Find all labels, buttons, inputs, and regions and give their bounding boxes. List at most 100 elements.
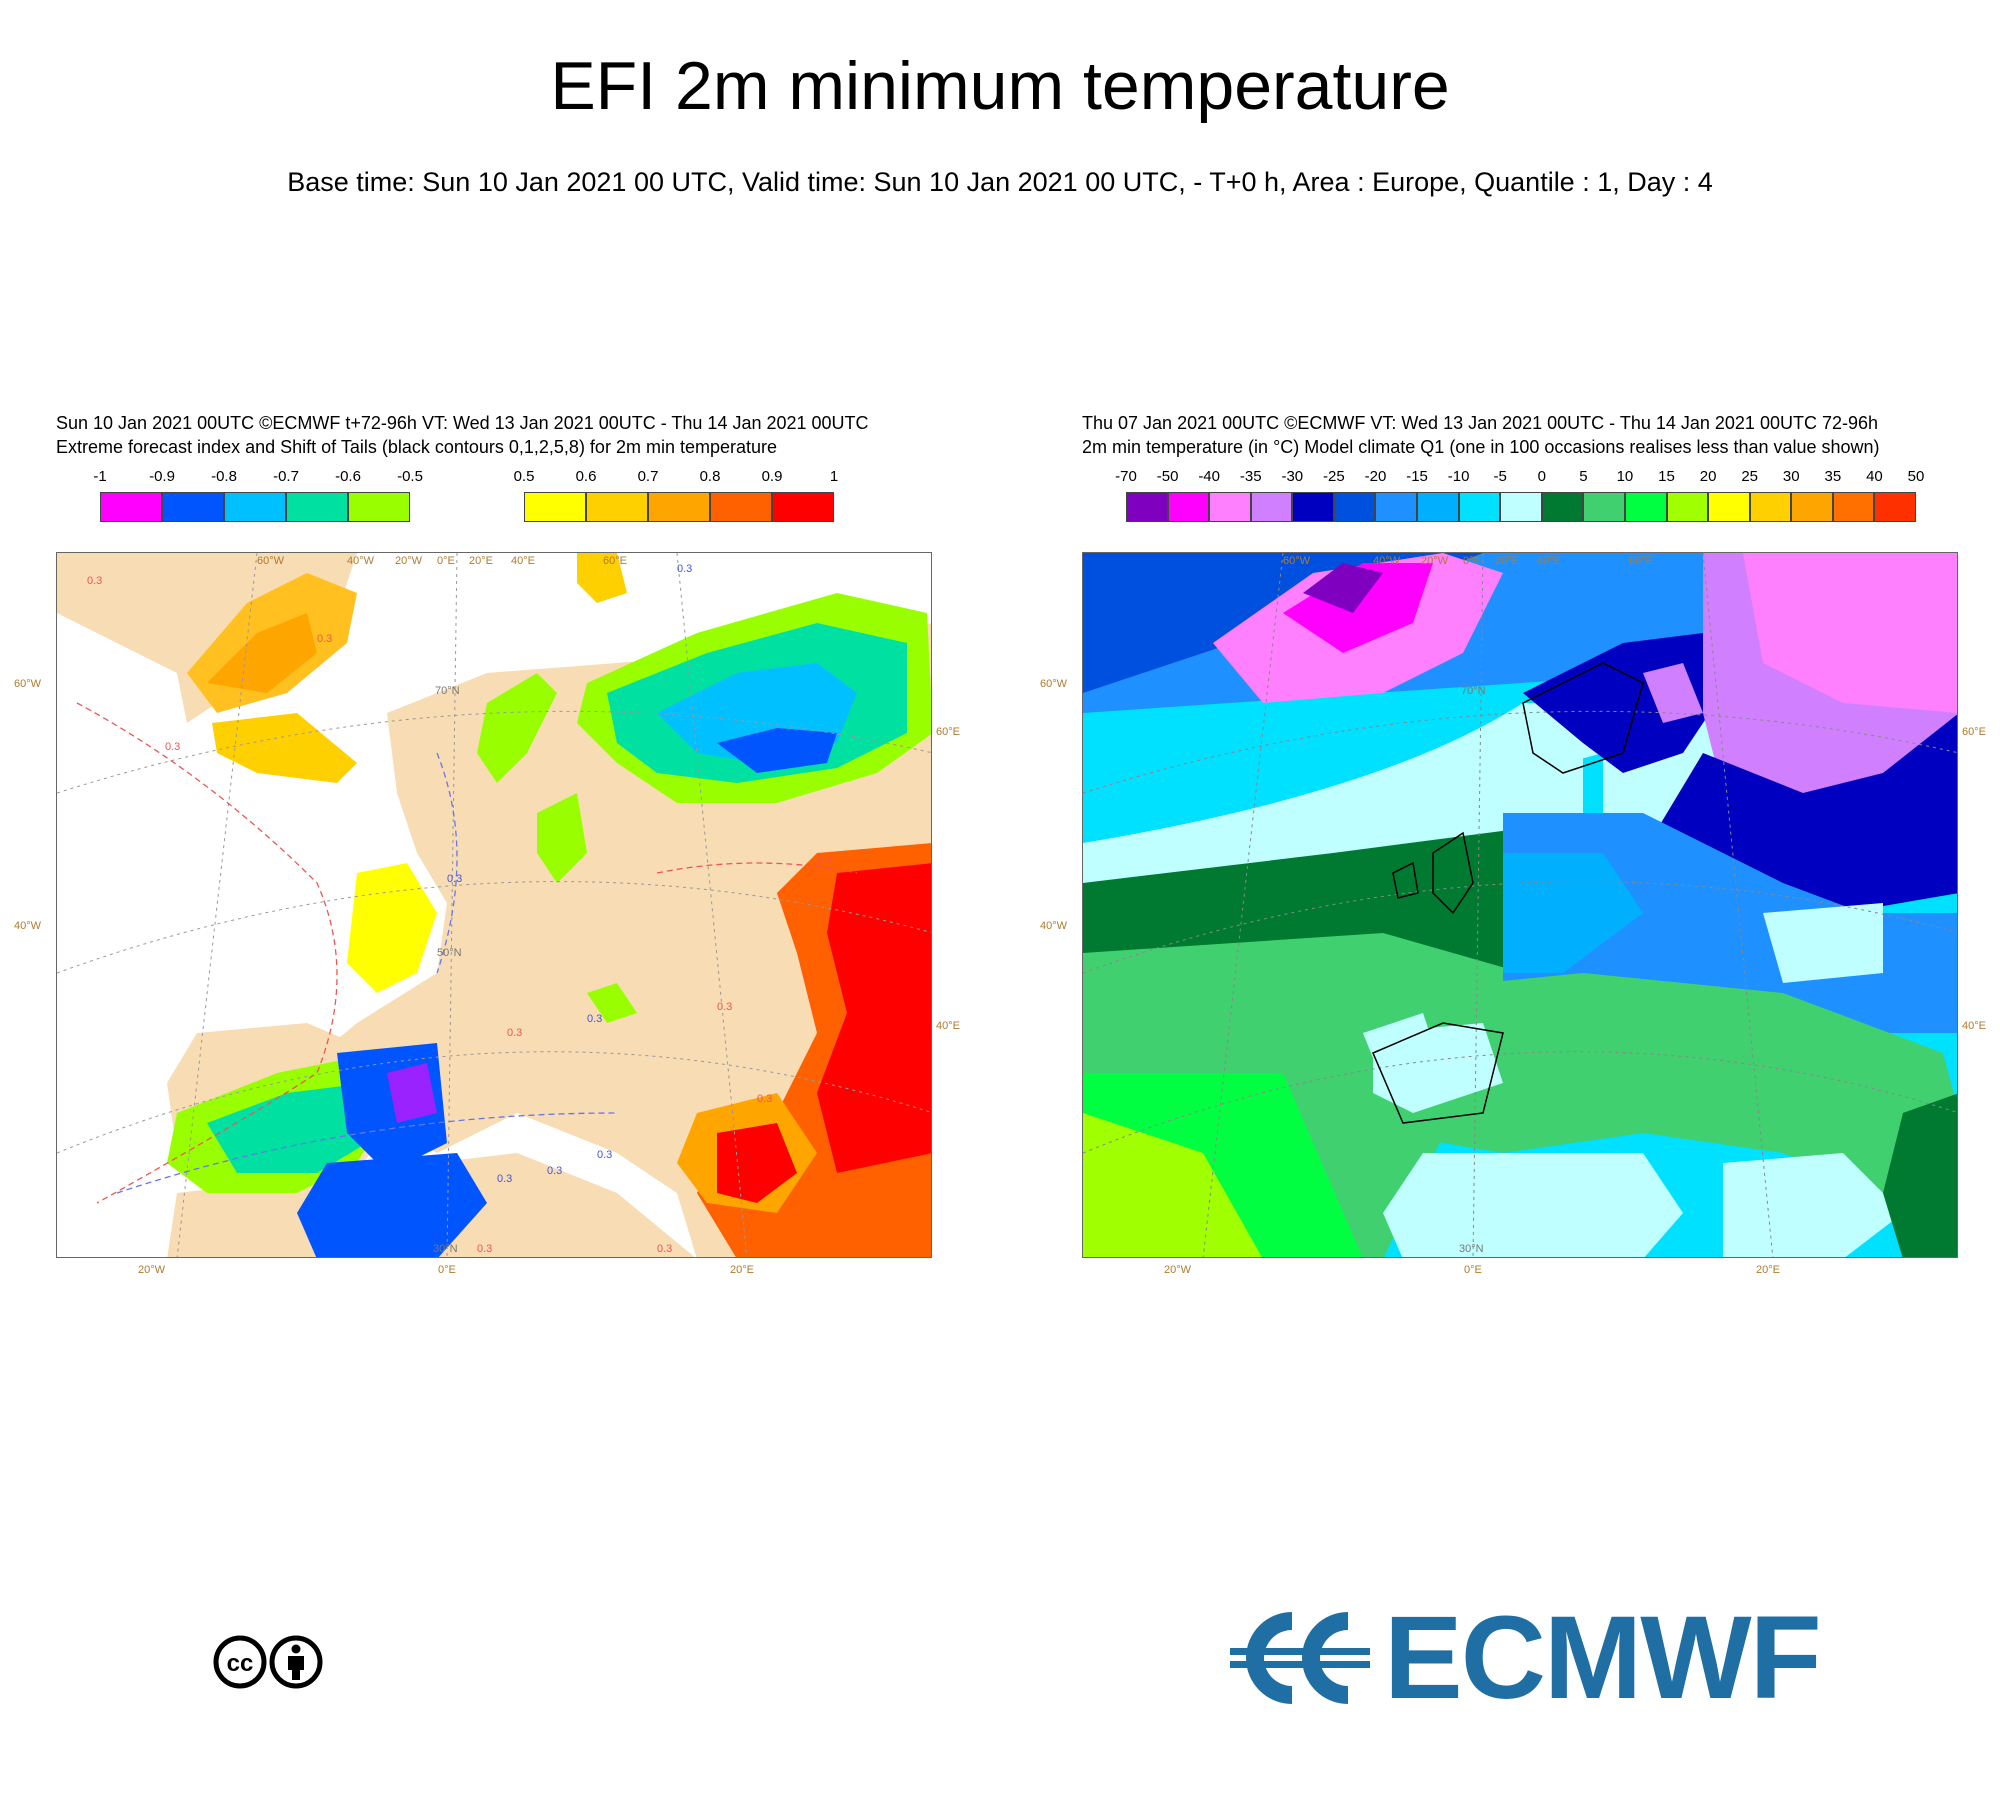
contour-label: 0.3 — [657, 1243, 673, 1255]
lon-label-bottom: 20°E — [1756, 1264, 1780, 1276]
lon-label: 40°W — [1373, 555, 1401, 567]
temp-swatch — [1292, 492, 1334, 522]
temp-tick-label: 5 — [1579, 468, 1588, 485]
ecmwf-wordmark: ECMWF — [1384, 1592, 1822, 1724]
contour-label: 0.3 — [477, 1243, 493, 1255]
climate-map: 60°W 40°W 20°W 0°E 20°E 40°E 60°E 70°N 3… — [1082, 552, 1958, 1258]
temp-tick-label: 10 — [1616, 468, 1634, 485]
temp-tick-label: 20 — [1699, 468, 1717, 485]
temp-tick-label: -40 — [1198, 468, 1220, 485]
lat-label: 70°N — [435, 685, 460, 697]
temp-tick-label: -35 — [1239, 468, 1262, 485]
page-title: EFI 2m minimum temperature — [550, 48, 1450, 124]
lon-label: 60°E — [603, 555, 627, 567]
temp-tick-label: -20 — [1364, 468, 1387, 485]
temp-swatch — [1333, 492, 1376, 522]
temp-tick-label: 35 — [1824, 468, 1842, 485]
climate-colorbar: -70 -50 -40 -35 -30 -25 -20 -15 -10 -5 0 5 10 15 20 25 3… — [1115, 468, 1924, 530]
temp-swatch — [1209, 492, 1251, 522]
lon-label-bottom: 0°E — [1464, 1264, 1482, 1276]
temp-tick-label: 25 — [1741, 468, 1759, 485]
efi-cold-swatch — [224, 492, 286, 522]
efi-header-line2: Extreme forecast index and Shift of Tail… — [56, 437, 778, 457]
temp-tick-label: 50 — [1907, 468, 1925, 485]
contour-label: 0.3 — [757, 1093, 773, 1105]
contour-label: 0.3 — [547, 1165, 563, 1177]
temp-tick-label: -30 — [1281, 468, 1304, 485]
temp-swatch — [1250, 492, 1293, 522]
efi-cold-tick-label: -0.7 — [273, 468, 299, 485]
lon-label: 60°W — [1283, 555, 1311, 567]
temp-tick-label: -70 — [1115, 468, 1137, 485]
efi-cold-swatch — [286, 492, 348, 522]
efi-warm-tick-label: 0.5 — [513, 468, 535, 485]
lat-label-left: 40°W — [14, 920, 42, 932]
lat-label-right: 40°E — [1962, 1020, 1986, 1032]
temp-swatch — [1749, 492, 1792, 522]
efi-warm-tick-label: 0.9 — [761, 468, 783, 485]
efi-cold-swatch — [348, 492, 410, 522]
temp-tick-label: -10 — [1447, 468, 1470, 485]
temp-swatch — [1583, 492, 1625, 522]
temp-tick-label: 15 — [1658, 468, 1675, 485]
lon-label: 20°W — [395, 555, 423, 567]
efi-cold-swatch — [100, 492, 162, 522]
climate-header-line1: Thu 07 Jan 2021 00UTC ©ECMWF VT: Wed 13 … — [1082, 413, 1879, 433]
temp-swatch — [1874, 492, 1916, 522]
contour-label: 0.3 — [587, 1013, 603, 1025]
lon-label-bottom: 20°E — [730, 1264, 754, 1276]
contour-label: 0.3 — [677, 563, 693, 575]
efi-cold-tick-label: -0.5 — [397, 468, 423, 485]
efi-cold-tick-label: -0.8 — [211, 468, 237, 485]
temp-tick-label: -50 — [1156, 468, 1179, 485]
efi-cold-tick-label: -0.9 — [149, 468, 175, 485]
temp-tick-label: -15 — [1406, 468, 1428, 485]
efi-map: 60°W 40°W 20°W 0°E 20°E 40°E 60°E 70°N 5… — [56, 552, 932, 1258]
contour-label: 0.3 — [507, 1027, 523, 1039]
temp-tick-label: 30 — [1782, 468, 1800, 485]
efi-warm-swatch — [524, 492, 586, 522]
climate-panel: Thu 07 Jan 2021 00UTC ©ECMWF VT: Wed 13 … — [1040, 406, 1986, 1286]
contour-label: 0.3 — [497, 1173, 513, 1185]
contour-label: 0.3 — [317, 633, 333, 645]
temp-tick-label: 40 — [1866, 468, 1883, 485]
lon-label: 60°E — [1629, 555, 1653, 567]
lat-label-right: 60°E — [936, 726, 960, 738]
lat-label: 30°N — [433, 1243, 458, 1255]
lon-label: 20°W — [1421, 555, 1449, 567]
efi-warm-tick-label: 0.8 — [699, 468, 721, 485]
temp-swatch — [1167, 492, 1210, 522]
temp-tick-label: -25 — [1323, 468, 1345, 485]
efi-colorbar-cold: -1 -0.9 -0.8 -0.7 -0.6 -0.5 — [93, 468, 423, 530]
lon-label: 20°E — [469, 555, 493, 567]
temp-swatch — [1417, 492, 1459, 522]
efi-warm-swatch — [710, 492, 772, 522]
lat-label-left: 60°W — [1040, 678, 1068, 690]
climate-map-graphic — [1083, 553, 1957, 1257]
lat-label-right: 40°E — [936, 1020, 960, 1032]
temp-swatch — [1126, 492, 1168, 522]
lat-label-left: 40°W — [1040, 920, 1068, 932]
lon-label: 20°E — [1495, 555, 1519, 567]
efi-warm-tick-label: 1 — [829, 468, 839, 485]
contour-label: 0.3 — [87, 575, 103, 587]
lon-label: 0°E — [1463, 555, 1481, 567]
lat-label-right: 60°E — [1962, 726, 1986, 738]
page-subtitle: Base time: Sun 10 Jan 2021 00 UTC, Valid… — [287, 167, 1713, 197]
contour-label: 0.3 — [817, 855, 833, 867]
ecmwf-logo-mark — [1230, 1612, 1370, 1704]
lat-label-left: 60°W — [14, 678, 42, 690]
lat-label: 70°N — [1461, 685, 1486, 697]
temp-swatch — [1666, 492, 1709, 522]
lat-label: 30°N — [1459, 1243, 1484, 1255]
temp-swatch — [1375, 492, 1418, 522]
temp-swatch — [1541, 492, 1584, 522]
lon-label: 40°E — [511, 555, 535, 567]
temp-tick-label: 0 — [1537, 468, 1546, 485]
lon-label-bottom: 20°W — [1164, 1264, 1192, 1276]
contour-label: 0.3 — [597, 1149, 613, 1161]
efi-cold-tick-label: -1 — [93, 468, 107, 485]
efi-warm-tick-label: 0.7 — [637, 468, 659, 485]
contour-label: 0.3 — [165, 741, 181, 753]
lon-label: 40°W — [347, 555, 375, 567]
